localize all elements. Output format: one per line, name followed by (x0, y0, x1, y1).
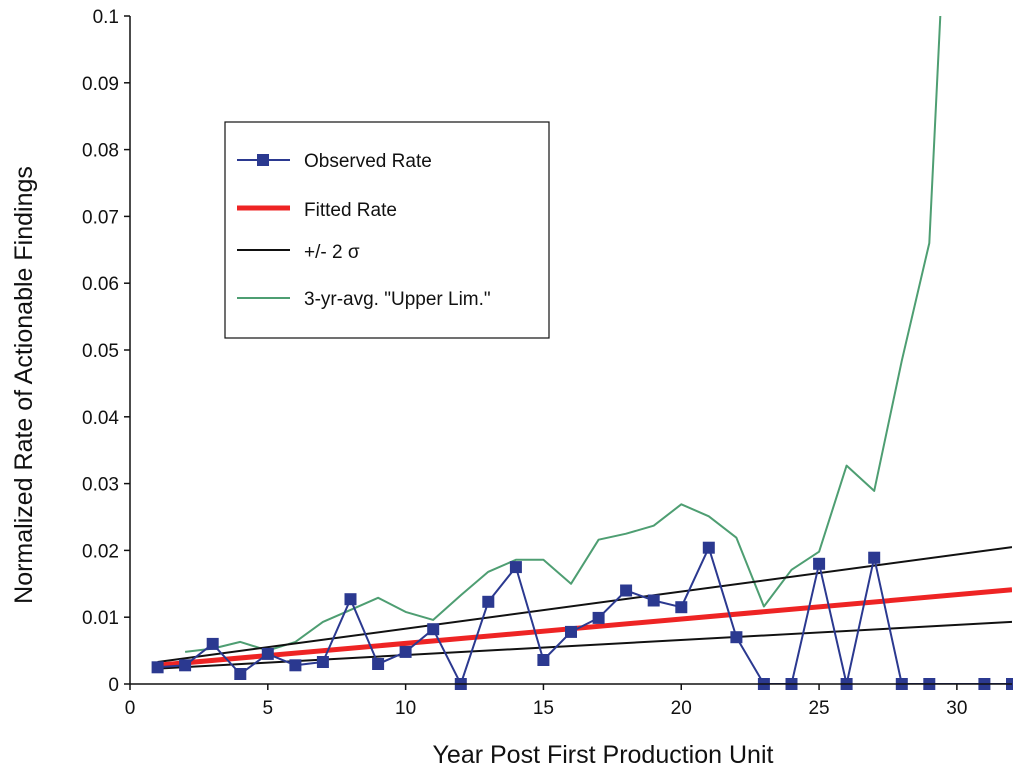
y-tick-label: 0.08 (82, 141, 119, 162)
x-tick-label: 20 (671, 698, 692, 719)
x-axis-title: Year Post First Production Unit (433, 741, 774, 769)
legend: Observed Rate Fitted Rate +/- 2 σ 3-yr-a… (224, 121, 550, 339)
y-tick-label: 0.1 (93, 7, 119, 28)
observed-rate-marker (565, 625, 577, 638)
y-tick-label: 0.06 (82, 274, 119, 295)
observed-rate-marker (151, 661, 164, 674)
observed-rate-marker (372, 658, 385, 670)
observed-rate-marker (647, 594, 660, 607)
y-tick-label: 0.07 (82, 207, 119, 228)
observed-rate-marker (702, 541, 715, 554)
observed-rate-marker (813, 557, 826, 570)
x-tick-label: 0 (125, 698, 136, 719)
observed-rate-marker (592, 611, 605, 624)
series-line-observed-rate (157, 546, 1012, 684)
x-tick-label: 15 (533, 698, 554, 719)
x-tick-label: 30 (946, 698, 967, 719)
legend-label-sigma: +/- 2 σ (304, 242, 360, 263)
observed-rate-marker (344, 593, 357, 606)
observed-rate-marker (289, 659, 302, 672)
legend-box (224, 121, 550, 339)
series-line-upper-2-sigma (157, 546, 1012, 663)
observed-rate-marker (427, 623, 440, 636)
observed-rate-marker (261, 647, 274, 660)
observed-rate-marker (868, 551, 881, 564)
observed-markers (151, 541, 1013, 690)
observed-rate-marker (316, 656, 329, 668)
legend-label-observed: Observed Rate (304, 151, 432, 172)
observed-rate-marker (675, 601, 688, 614)
observed-rate-marker (620, 584, 633, 597)
ticks: 0 0.01 0.02 0.03 0.04 0.05 0.06 0.07 0.08 0.09 0.1… (82, 7, 967, 719)
observed-rate-marker (399, 645, 412, 658)
observed-rate-marker (234, 668, 247, 680)
x-tick-label: 5 (263, 698, 274, 719)
x-tick-label: 10 (395, 698, 416, 719)
observed-rate-marker (482, 595, 495, 608)
observed-rate-marker (509, 561, 522, 574)
legend-label-fitted: Fitted Rate (304, 200, 397, 221)
y-tick-label: 0.02 (82, 541, 119, 562)
y-tick-label: 0.05 (82, 341, 119, 362)
observed-rate-marker (537, 654, 550, 666)
y-tick-label: 0 (108, 675, 119, 696)
x-tick-label: 25 (808, 698, 829, 719)
observed-rate-marker (179, 659, 192, 672)
plot-lines (157, 16, 1012, 684)
series-line-fitted-rate (157, 587, 1012, 668)
observed-rate-marker (730, 631, 743, 644)
y-tick-label: 0.01 (82, 608, 119, 629)
y-tick-label: 0.09 (82, 74, 119, 95)
y-axis-title: Normalized Rate of Actionable Findings (10, 166, 38, 604)
y-tick-label: 0.03 (82, 475, 119, 496)
series-line-3yr-upper-limit (184, 16, 942, 653)
legend-marker-observed (257, 154, 269, 166)
observed-rate-marker (206, 637, 219, 650)
legend-label-upper-limit: 3-yr-avg. "Upper Lim." (304, 289, 491, 310)
y-tick-label: 0.04 (82, 408, 119, 429)
